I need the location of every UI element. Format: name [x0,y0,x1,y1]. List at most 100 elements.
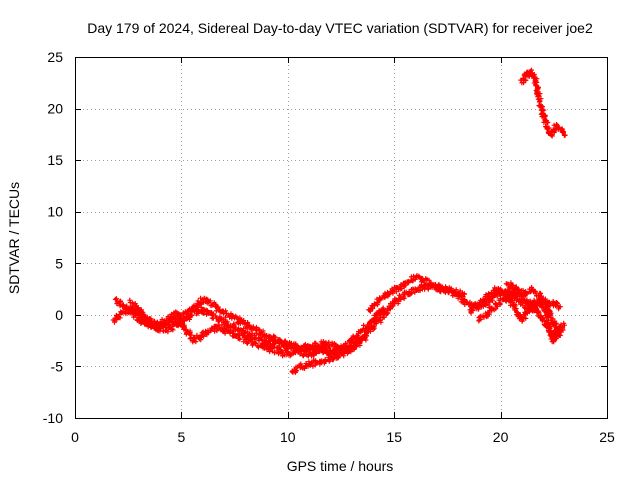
trail-point [545,299,551,305]
plot-frame [75,57,608,419]
trail-point [212,301,218,307]
trail-point [230,328,236,334]
trail-point [398,296,404,302]
data-point [561,132,567,138]
trail-point [402,282,408,288]
trail-point [245,321,251,327]
y-tick-label: 25 [47,49,63,65]
trail-point [303,348,309,354]
trail-point [233,313,239,319]
trail-point [224,319,230,325]
trail-point [215,304,221,310]
trail-point [252,340,258,346]
data-point [557,304,563,310]
trail-point [317,347,323,353]
y-tick-label: 0 [55,307,63,323]
trail-point [165,325,171,331]
trail-point [352,343,358,349]
trail-point [127,297,133,303]
trail-point [194,332,200,338]
trail-point [389,304,395,309]
x-tick-label: 20 [493,429,509,445]
data-point [461,291,467,297]
trail-point [266,338,272,344]
y-tick-label: 10 [47,204,63,220]
trail-point [520,287,526,293]
trail-point [269,346,275,352]
trail-point [521,314,527,320]
trail-point [293,368,299,373]
trail-point [176,311,182,317]
x-tick-label: 0 [71,429,79,445]
trail-point [534,76,540,82]
series-track-7 [476,289,563,345]
trail-point [558,329,564,335]
trail-point [531,74,537,80]
trail-point [257,327,262,333]
trail-point [320,339,326,344]
trail-point [180,321,185,327]
series-track-9 [518,67,568,139]
trail-point [213,313,219,319]
axis-ticks [75,57,608,419]
trail-point [509,294,515,300]
trail-point [512,303,518,309]
trail-point [201,333,207,339]
trail-point [297,351,303,357]
series-track-8 [503,280,564,338]
trail-point [409,290,415,296]
trail-point [378,311,384,317]
trail-point [482,298,488,304]
trail-point [532,289,538,295]
trail-point [392,296,398,302]
trail-point [412,276,418,282]
trail-point [272,350,277,356]
trail-point [326,339,332,345]
data-points [110,67,568,375]
trail-point [448,285,454,291]
trail-point [170,327,176,333]
trail-point [396,292,402,298]
trail-point [490,291,496,297]
trail-point [189,312,195,318]
y-tick-label: -5 [51,358,64,374]
y-tick-label: 15 [47,152,63,168]
trail-point [545,120,551,126]
trail-point [495,303,500,309]
trail-point [227,328,233,333]
trail-point [199,330,205,336]
trail-point [544,126,550,132]
trail-point [377,317,383,323]
trail-point [283,338,288,344]
trail-point [313,350,319,356]
trail-point [497,300,503,306]
data-point [557,333,563,338]
trail-point [462,297,468,303]
trail-point [200,329,206,335]
trail-point [286,342,292,348]
trail-point [390,290,396,296]
y-tick-label: -10 [43,410,63,426]
y-tick-label: 20 [47,101,63,117]
trail-point [213,308,219,314]
trail-point [546,324,551,330]
x-axis-label: GPS time / hours [287,458,394,474]
trail-point [554,300,560,306]
x-tick-label: 10 [280,429,296,445]
trail-point [541,107,547,113]
trail-point [455,295,461,301]
trail-point [260,328,266,334]
x-tick-label: 25 [599,429,615,445]
x-tick-label: 15 [386,429,402,445]
trail-point [457,292,462,298]
trail-point [258,334,264,340]
trail-point [177,314,183,320]
trail-point [395,285,400,291]
trail-point [373,318,379,324]
trail-point [361,322,367,328]
trail-point [141,312,147,318]
data-point [561,322,567,328]
trail-point [193,306,199,312]
trail-point [355,339,361,345]
trail-point [207,298,213,304]
